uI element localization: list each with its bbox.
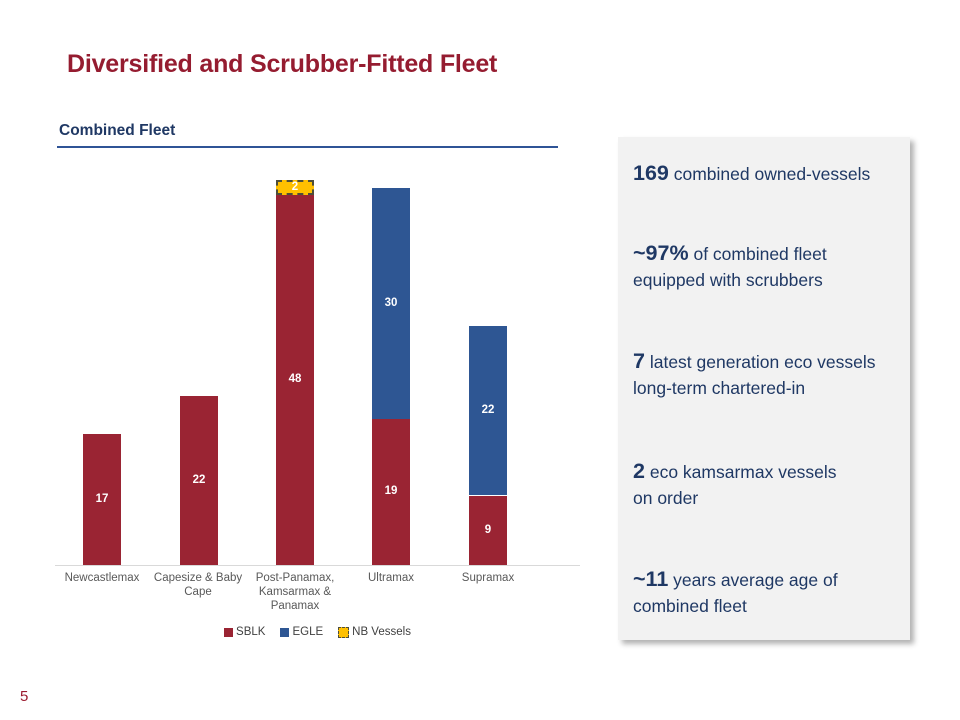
stat-item: 169 combined owned-vessels — [633, 160, 898, 187]
stat-value: ~11 — [633, 567, 669, 591]
x-axis-line — [55, 565, 580, 566]
stat-item: ~97% of combined fleet equipped with scr… — [633, 240, 898, 293]
section-underline — [57, 146, 558, 148]
stat-text: years average age of combined fleet — [633, 570, 838, 616]
stat-text: combined owned-vessels — [668, 164, 871, 184]
bar-segment-sblk: 9 — [469, 496, 507, 565]
x-axis-label: Newcastlemax — [64, 572, 140, 584]
legend-label: NB Vessels — [352, 626, 411, 638]
stat-text: of combined fleet equipped with scrubber… — [633, 244, 827, 290]
stat-item: ~11 years average age of combined fleet — [633, 566, 898, 619]
bar-segment-nb-vessels: 2 — [276, 180, 314, 195]
bar-value-label: 48 — [288, 373, 302, 386]
stat-value: 2 — [633, 459, 645, 483]
page-number: 5 — [20, 688, 29, 705]
stats-panel: 169 combined owned-vessels ~97% of combin… — [618, 137, 910, 640]
legend-item-sblk: SBLK — [224, 626, 265, 638]
stat-item: 2 eco kamsarmax vessels on order — [633, 458, 898, 511]
x-axis-label: Capesize & Baby Cape — [153, 572, 243, 598]
legend-item-egle: EGLE — [280, 626, 323, 638]
bar-segment-sblk: 17 — [83, 434, 121, 565]
bar-segment-sblk: 48 — [276, 195, 314, 565]
bar-value-label: 2 — [291, 180, 299, 193]
bar-value-label: 22 — [481, 403, 495, 416]
legend-swatch-icon — [338, 626, 350, 638]
legend-swatch-icon — [224, 627, 234, 637]
stat-text: eco kamsarmax vessels on order — [633, 462, 837, 508]
legend-swatch-icon — [280, 627, 290, 637]
bar-value-label: 17 — [95, 492, 109, 505]
x-axis-label: Supramax — [461, 572, 515, 584]
stat-text: latest generation eco vessels long-term … — [633, 352, 876, 398]
legend-label: SBLK — [236, 626, 266, 638]
slide-title: Diversified and Scrubber-Fitted Fleet — [67, 50, 498, 78]
bar-segment-egle: 22 — [469, 326, 507, 495]
legend-label: EGLE — [292, 626, 324, 638]
stat-item: 7 latest generation eco vessels long-ter… — [633, 348, 898, 401]
bar-value-label: 22 — [192, 473, 206, 486]
chart-legend: SBLK EGLE NB Vessels — [55, 626, 580, 638]
x-axis-label: Ultramax — [367, 572, 414, 584]
section-header: Combined Fleet — [59, 122, 176, 139]
stat-value: 169 — [633, 161, 669, 185]
stat-value: ~97% — [633, 241, 689, 265]
legend-item-nb-vessels: NB Vessels — [338, 626, 411, 638]
bar-value-label: 9 — [484, 523, 492, 536]
stat-value: 7 — [633, 349, 645, 373]
bar-value-label: 30 — [384, 296, 398, 309]
bar-segment-egle: 30 — [372, 188, 410, 419]
bar-segment-sblk: 22 — [180, 396, 218, 565]
bar-value-label: 19 — [384, 485, 398, 498]
bar-segment-sblk: 19 — [372, 419, 410, 565]
x-axis-label: Post-Panamax, Kamsarmax & Panamax — [255, 572, 335, 612]
